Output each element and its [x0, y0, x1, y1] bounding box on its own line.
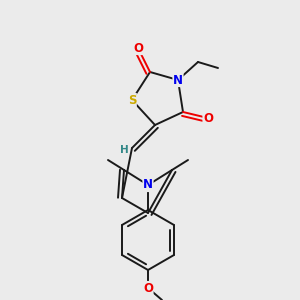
Text: S: S — [128, 94, 136, 106]
Text: O: O — [133, 41, 143, 55]
Text: O: O — [143, 281, 153, 295]
Text: N: N — [173, 74, 183, 86]
Text: O: O — [203, 112, 213, 124]
Text: N: N — [143, 178, 153, 191]
Text: H: H — [120, 145, 128, 155]
